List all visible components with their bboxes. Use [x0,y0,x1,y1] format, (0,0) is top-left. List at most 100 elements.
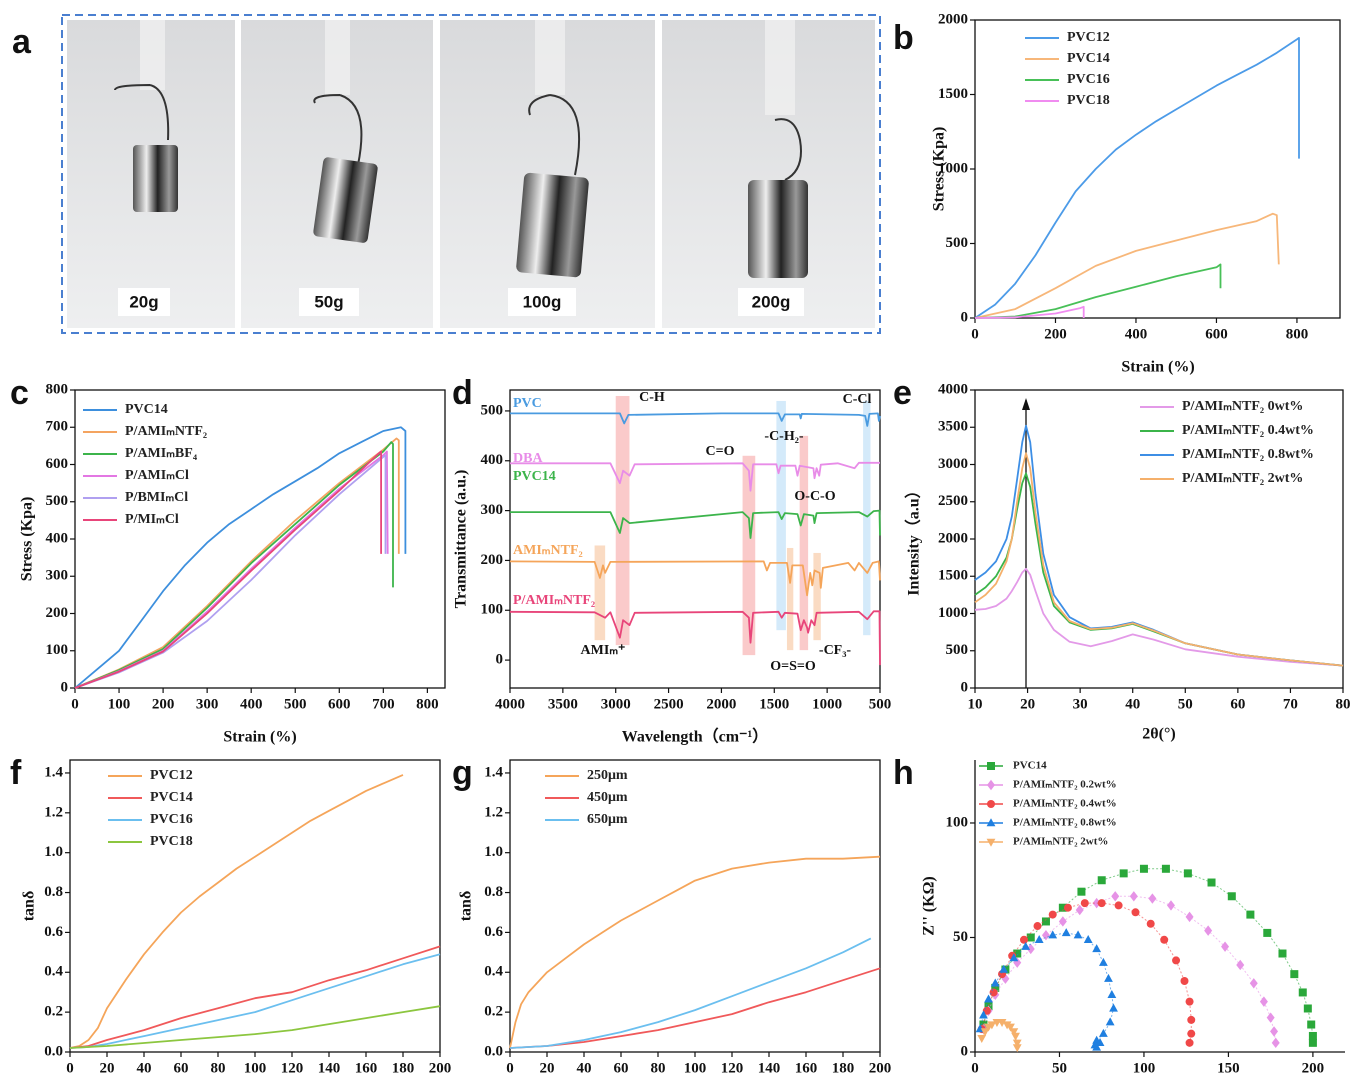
series-label: DBA [513,451,543,466]
series-line [982,895,1277,1043]
point [1012,1039,1022,1048]
legend-marker [986,818,996,827]
photo-caption: 100g [523,292,562,311]
x-tick-label: 100 [108,696,131,712]
legend-label: 450μm [587,790,628,805]
x-tick-label: 80 [211,1060,226,1076]
legend-label: P/AMIₘNTF₂ [125,424,207,439]
x-tick-label: 60 [1230,696,1245,712]
series-line [974,37,1300,319]
chart-panel: c 0 100 200 300 400 500 600 700 800 0 100 200 300 400 5… [10,374,446,746]
x-tick-label: 400 [1125,326,1148,342]
legend-label: PVC18 [150,834,193,849]
legend-label: PVC18 [1067,93,1110,108]
point [987,1021,997,1030]
x-tick-label: 120 [721,1060,744,1076]
point [1187,1029,1196,1038]
series-line [982,868,1314,1043]
series-label: P/AMIₘNTF₂ [513,593,595,608]
legend-label: P/AMIₘNTF₂ 0wt% [1182,399,1303,414]
x-tick-label: 150 [1217,1060,1240,1076]
legend-marker [987,800,995,808]
point [1204,925,1213,936]
annotation: O-C-O [794,489,835,504]
x-tick-label: 40 [1125,696,1140,712]
plot-frame [69,759,441,1053]
x-tick-label: 100 [1133,1060,1156,1076]
point [1263,928,1272,937]
point [1048,910,1057,919]
x-tick-label: 300 [196,696,219,712]
highlight-band [799,435,809,651]
series-line [69,1005,441,1049]
x-tick-label: 180 [392,1060,415,1076]
series-line [509,937,872,1049]
legend-label: P/AMIₘNTF₂ 2wt% [1013,836,1108,848]
legend-label: PVC14 [125,402,168,417]
x-tick-label: 400 [240,696,263,712]
x-axis-label: Wavelength（cm⁻¹） [622,728,769,746]
point [980,1028,990,1037]
y-tick-label: 400 [46,530,69,546]
series-line [974,305,1085,319]
chart-panel: e 10 20 30 40 50 60 70 80 0 500 1000 1500 2000 2500 300… [893,374,1351,743]
point [1075,904,1084,916]
point [1183,869,1192,878]
legend-marker [987,779,995,791]
point [1236,959,1245,971]
point [1097,899,1106,908]
x-tick-label: 0 [66,1060,74,1076]
y-tick-label: 1500 [938,86,968,102]
legend-label: P/BMIₘCl [125,490,188,505]
chart-panel: f 0 20 40 60 80 100 120 140 160 180 200 0.0 0.2 0.4 0.6… [10,754,451,1076]
photo-caption: 50g [314,292,343,311]
x-tick-label: 120 [281,1060,304,1076]
annotation: C=O [706,444,735,459]
x-tick-label: 50 [1052,1060,1067,1076]
y-tick-label: 50 [953,929,968,945]
series-label: AMIₘNTF₂ [513,543,583,558]
annotation: C-Cl [843,392,872,407]
highlight-band [776,400,786,631]
point [1227,892,1236,901]
point [1308,1038,1317,1047]
point [1172,956,1181,965]
legend-label: PVC16 [150,812,193,827]
point [982,1006,991,1015]
point [1221,941,1230,952]
x-tick-label: 4000 [495,696,525,712]
point [991,983,1000,992]
point [1148,893,1157,904]
point [1013,949,1022,958]
x-tick-label: 800 [416,696,439,712]
point [1077,887,1086,896]
point [1185,1038,1194,1047]
series-line [69,774,404,1049]
point [1011,1032,1020,1041]
photo-panel: a 20g 50g 100g 200g [12,14,881,334]
y-tick-label: 300 [481,502,504,518]
y-tick-label: 0.6 [484,924,503,940]
photo-frame [61,14,881,334]
y-tick-label: 500 [946,235,969,251]
y-tick-label: 2000 [938,11,968,27]
y-tick-label: 100 [481,602,504,618]
point [1083,934,1093,943]
y-tick-label: 0 [961,309,969,325]
y-tick-label: 1.0 [44,844,63,860]
point [1249,978,1258,989]
y-tick-label: 1500 [938,568,968,584]
series-label: PVC14 [513,469,556,484]
y-tick-label: 1.4 [44,764,63,780]
point [1097,876,1106,885]
panel-label: g [452,754,473,792]
highlight-band [786,547,794,651]
x-tick-label: 180 [832,1060,855,1076]
x-tick-label: 40 [577,1060,592,1076]
series-line [974,472,1344,667]
point [1058,916,1067,927]
point [1013,957,1022,968]
y-tick-label: 800 [46,381,69,397]
x-tick-label: 0 [971,326,979,342]
x-tick-label: 40 [137,1060,152,1076]
